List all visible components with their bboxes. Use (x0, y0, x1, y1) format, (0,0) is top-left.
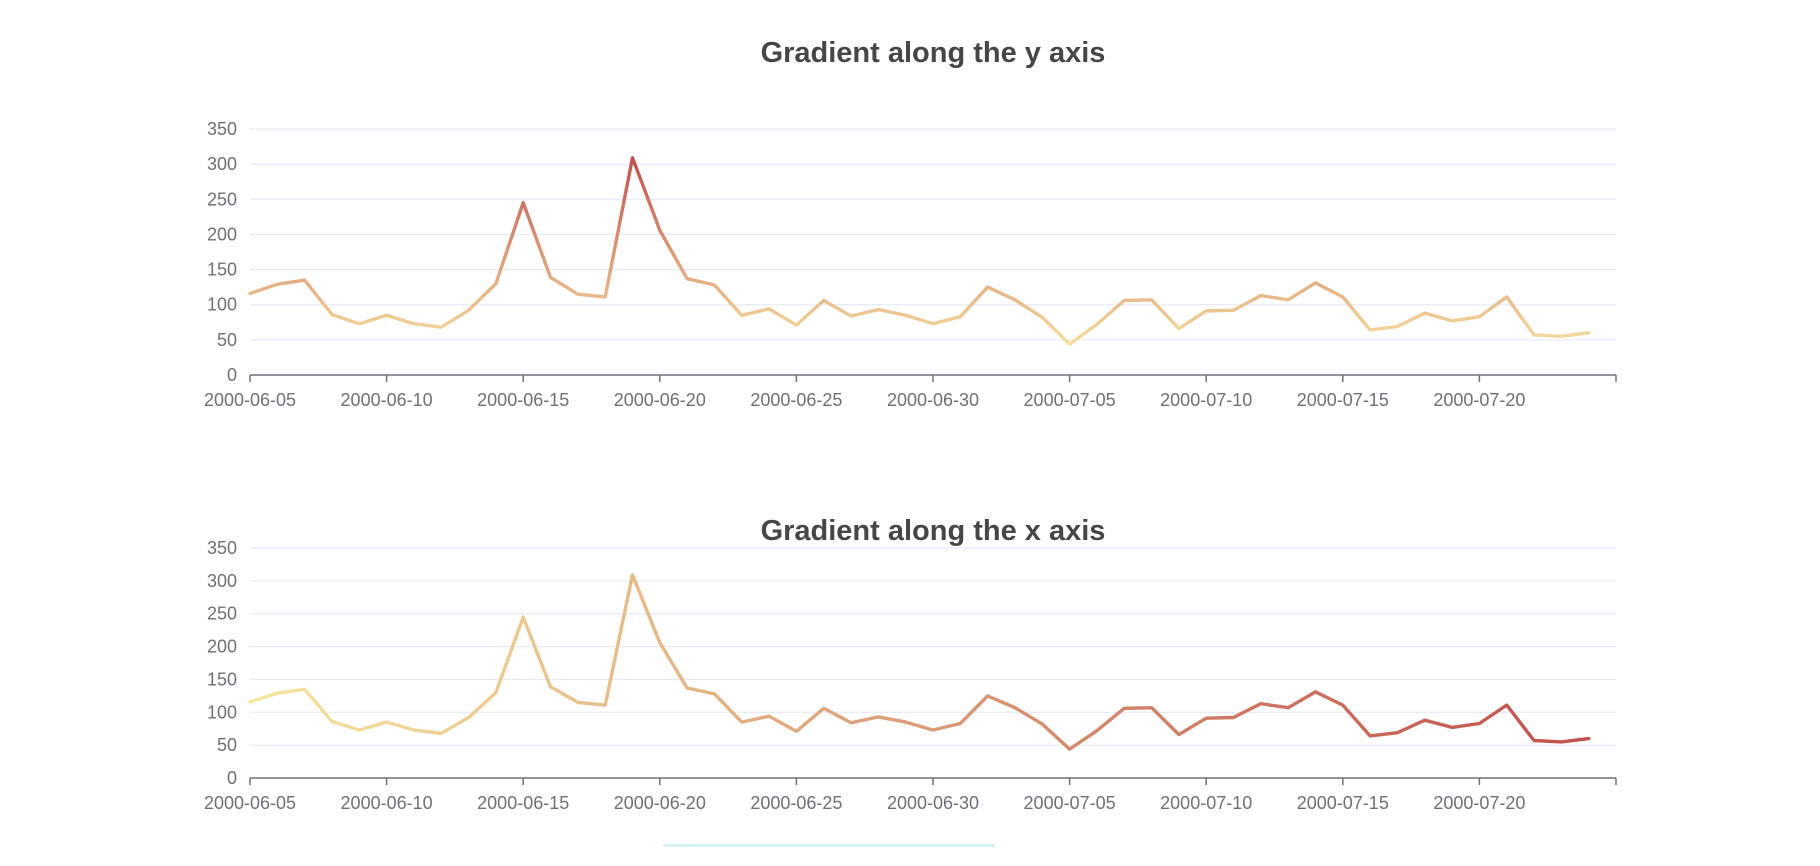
x-tick-label: 2000-07-05 (1024, 793, 1116, 813)
x-tick-label: 2000-06-05 (204, 390, 296, 410)
y-tick-label: 150 (207, 260, 237, 280)
y-tick-label: 50 (217, 735, 237, 755)
x-axis (249, 374, 1617, 382)
y-tick-label: 250 (207, 189, 237, 209)
x-tick-label: 2000-06-20 (614, 793, 706, 813)
x-tick-label: 2000-07-20 (1433, 390, 1525, 410)
grid-lines (250, 128, 1616, 341)
chart-bottom: Gradient along the x axis 0 50 100 150 200 25… (204, 515, 1617, 813)
y-tick-labels: 0 50 100 150 200 250 300 350 (207, 538, 237, 788)
x-tick-label: 2000-06-25 (750, 793, 842, 813)
x-tick-label: 2000-07-15 (1297, 793, 1389, 813)
x-tick-labels: 2000-06-05 2000-06-10 2000-06-15 2000-06-20… (204, 793, 1525, 813)
y-tick-label: 150 (207, 669, 237, 689)
x-tick-label: 2000-06-10 (341, 793, 433, 813)
x-tick-labels: 2000-06-05 2000-06-10 2000-06-15 2000-06-20… (204, 390, 1525, 410)
x-tick-label: 2000-06-25 (750, 390, 842, 410)
grid-lines (250, 547, 1616, 746)
y-tick-label: 200 (207, 637, 237, 657)
data-zoom-slider[interactable] (663, 844, 995, 847)
chart-top: Gradient along the y axis 0 50 100 150 200 25… (204, 37, 1617, 410)
x-tick-label: 2000-06-20 (614, 390, 706, 410)
x-tick-label: 2000-07-10 (1160, 390, 1252, 410)
x-tick-label: 2000-06-10 (341, 390, 433, 410)
chart-title: Gradient along the y axis (761, 37, 1106, 69)
y-tick-label: 0 (227, 768, 237, 788)
y-tick-label: 300 (207, 154, 237, 174)
y-tick-label: 100 (207, 295, 237, 315)
x-tick-label: 2000-06-15 (477, 390, 569, 410)
y-tick-label: 350 (207, 119, 237, 139)
x-tick-label: 2000-06-05 (204, 793, 296, 813)
y-tick-label: 250 (207, 604, 237, 624)
y-tick-label: 300 (207, 571, 237, 591)
chart-title: Gradient along the x axis (761, 515, 1106, 547)
y-tick-label: 200 (207, 224, 237, 244)
y-tick-label: 350 (207, 538, 237, 558)
x-tick-label: 2000-06-15 (477, 793, 569, 813)
y-tick-label: 100 (207, 702, 237, 722)
x-tick-label: 2000-07-15 (1297, 390, 1389, 410)
y-tick-labels: 0 50 100 150 200 250 300 350 (207, 119, 237, 385)
x-tick-label: 2000-06-30 (887, 390, 979, 410)
series-line[interactable] (248, 573, 1591, 751)
x-tick-label: 2000-07-05 (1024, 390, 1116, 410)
x-tick-label: 2000-07-10 (1160, 793, 1252, 813)
x-axis (249, 777, 1617, 785)
series-line[interactable] (248, 156, 1591, 346)
x-tick-label: 2000-07-20 (1433, 793, 1525, 813)
y-tick-label: 0 (227, 365, 237, 385)
y-tick-label: 50 (217, 330, 237, 350)
x-tick-label: 2000-06-30 (887, 793, 979, 813)
